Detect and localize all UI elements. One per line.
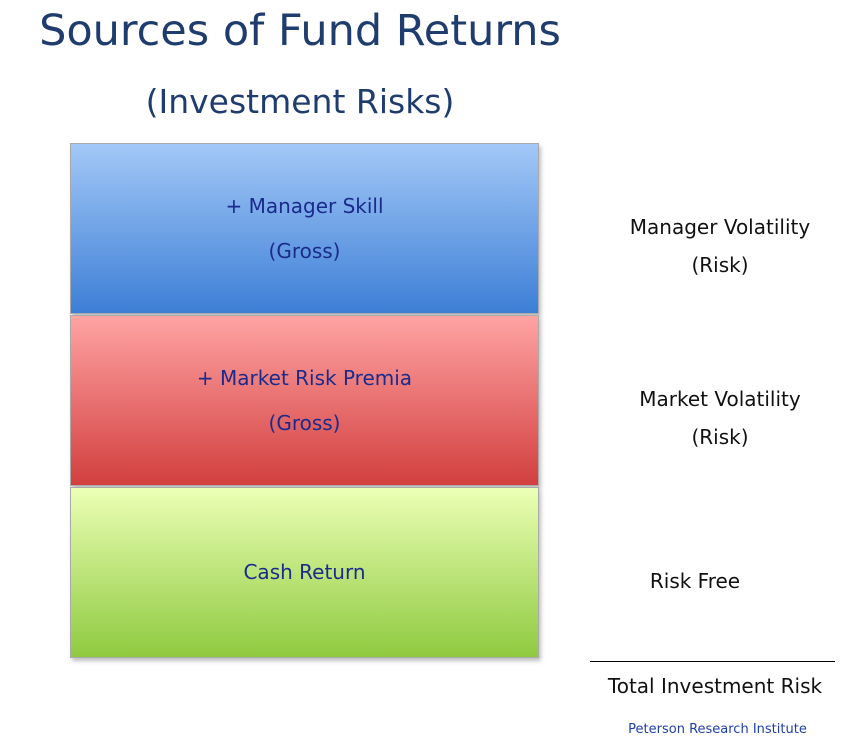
layer-box: + Manager Skill (Gross) [70, 143, 539, 314]
footer: Peterson Research Institute [628, 722, 807, 737]
layer-label: (Gross) [268, 238, 341, 263]
risk-label: Manager Volatility (Risk) [585, 208, 848, 284]
risk-label: Market Volatility (Risk) [585, 380, 848, 456]
sum-rule [590, 661, 835, 662]
risk-line: Risk Free [649, 569, 741, 593]
layer-label: + Manager Skill [225, 193, 384, 218]
risk-line: Market Volatility [639, 387, 801, 411]
subtitle: (Investment Risks) [145, 82, 455, 121]
total-label: Total Investment Risk [607, 674, 823, 698]
risk-line: Manager Volatility [629, 215, 811, 239]
layer-label: + Market Risk Premia [196, 365, 413, 390]
risk-line: (Risk) [691, 253, 749, 277]
layer-label: Cash Return [243, 560, 366, 584]
title: Sources of Fund Returns [39, 6, 561, 56]
risk-line: (Risk) [691, 425, 749, 449]
layer-label: (Gross) [268, 410, 341, 435]
layer-box: Cash Return [70, 487, 539, 658]
risk-label: Risk Free [560, 562, 830, 600]
layer-box: + Market Risk Premia (Gross) [70, 315, 539, 486]
